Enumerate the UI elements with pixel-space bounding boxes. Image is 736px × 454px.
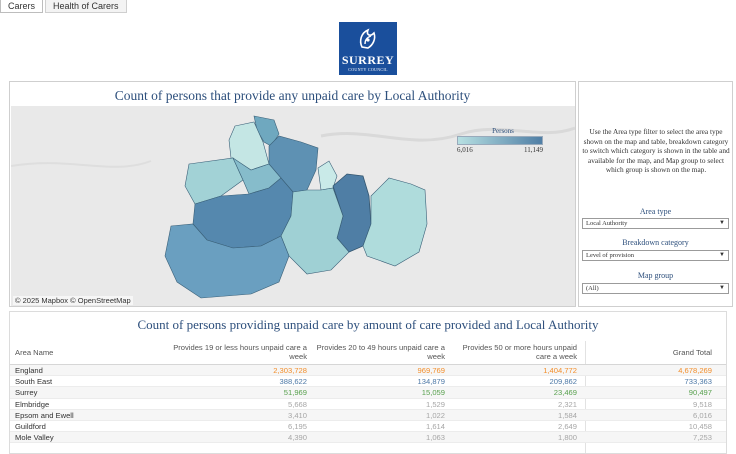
cell-value-c2: 1,614	[425, 421, 445, 431]
breakdown-category-value: Level of provision	[586, 252, 635, 259]
area-type-label: Area type	[639, 207, 672, 216]
table-row[interactable]: Elmbridge 5,668 1,529 2,321 9,518	[10, 399, 726, 410]
cell-value-c2: 1,063	[425, 433, 445, 443]
cell-value-c3: 209,862	[549, 377, 577, 387]
table-body: England 2,303,728 969,769 1,404,772 4,678,26…	[10, 365, 726, 444]
cell-value-c4: 10,458	[688, 421, 712, 431]
chevron-down-icon: ▼	[719, 285, 725, 291]
cell-value-c1: 3,410	[287, 410, 307, 420]
cell-value-c1: 4,390	[287, 433, 307, 443]
filter-panel: Use the Area type filter to select the a…	[578, 81, 733, 307]
header-20-to-49[interactable]: Provides 20 to 49 hours unpaid care a we…	[316, 343, 445, 361]
legend-title: Persons	[492, 127, 514, 135]
cell-area-name: England	[15, 366, 43, 375]
cell-value-c1: 51,969	[283, 388, 307, 398]
cell-area-name: Surrey	[15, 388, 38, 398]
surrey-crest-icon	[359, 28, 376, 49]
cell-value-c3: 1,584	[557, 410, 577, 420]
table-header: Area Name Provides 19 or less hours unpa…	[10, 341, 726, 365]
table-row[interactable]: Epsom and Ewell 3,410 1,022 1,584 6,016	[10, 409, 726, 421]
cell-area-name: Guildford	[15, 421, 46, 431]
header-area-name[interactable]: Area Name	[15, 348, 54, 357]
legend-color-scale	[457, 136, 543, 145]
tab-health-of-carers[interactable]: Health of Carers	[45, 0, 127, 13]
cell-value-c4: 733,363	[684, 377, 712, 387]
table-row[interactable]: South East 388,622 134,879 209,862 733,363	[10, 376, 726, 388]
cell-area-name: Epsom and Ewell	[15, 410, 74, 420]
map-legend: Persons 6,016 11,149	[457, 127, 543, 154]
cell-value-c3: 1,404,772	[543, 366, 577, 375]
dashboard-tabs: Carers Health of Carers	[0, 0, 127, 13]
map-svg	[11, 115, 575, 299]
cell-value-c1: 6,195	[287, 421, 307, 431]
table-row[interactable]: England 2,303,728 969,769 1,404,772 4,678,26…	[10, 365, 726, 377]
cell-value-c1: 2,303,728	[273, 366, 307, 375]
chevron-down-icon: ▼	[719, 252, 725, 258]
cell-value-c1: 388,622	[279, 377, 307, 387]
cell-value-c2: 1,022	[425, 410, 445, 420]
legend-max: 11,149	[524, 146, 543, 154]
logo-text-surrey: SURREY	[341, 53, 395, 67]
cell-value-c4: 7,253	[692, 433, 712, 443]
map-group-dropdown[interactable]: (All) ▼	[582, 283, 729, 294]
map-attribution[interactable]: © 2025 Mapbox © OpenStreetMap	[13, 296, 133, 305]
map-group-value: (All)	[586, 285, 599, 292]
table-row[interactable]: Guildford 6,195 1,614 2,649 10,458	[10, 421, 726, 433]
map-group-label: Map group	[637, 271, 674, 280]
chevron-down-icon: ▼	[719, 220, 725, 226]
cell-value-c3: 2,321	[557, 399, 577, 409]
map-panel: Count of persons that provide any unpaid…	[9, 81, 576, 307]
district-tandridge[interactable]	[362, 177, 428, 267]
table-title: Count of persons providing unpaid care b…	[137, 317, 599, 332]
header-50-or-more[interactable]: Provides 50 or more hours unpaid care a …	[462, 343, 577, 361]
tab-carers[interactable]: Carers	[0, 0, 44, 13]
cell-value-c4: 4,678,269	[678, 366, 712, 375]
cell-value-c1: 5,668	[287, 399, 307, 409]
cell-value-c3: 23,469	[553, 388, 577, 398]
district-epsom-and-ewell[interactable]	[317, 160, 338, 191]
cell-value-c4: 9,518	[692, 399, 712, 409]
breakdown-category-label: Breakdown category	[622, 238, 689, 247]
area-type-dropdown[interactable]: Local Authority ▼	[582, 218, 729, 229]
district-waverley[interactable]	[164, 223, 290, 299]
cell-value-c2: 134,879	[417, 377, 445, 387]
cell-value-c2: 1,529	[425, 399, 445, 409]
cell-value-c4: 6,016	[692, 410, 712, 420]
cell-area-name: South East	[15, 377, 53, 387]
cell-value-c3: 1,800	[557, 433, 577, 443]
choropleth-map[interactable]: Persons 6,016 11,149 © 2025 Mapbox © Ope…	[11, 106, 575, 306]
cell-value-c2: 969,769	[417, 366, 445, 375]
surrey-county-council-logo: SURREY COUNTY COUNCIL	[339, 22, 397, 75]
legend-min: 6,016	[457, 146, 473, 154]
area-type-value: Local Authority	[586, 220, 628, 227]
header-19-or-less[interactable]: Provides 19 or less hours unpaid care a …	[173, 343, 307, 361]
cell-area-name: Elmbridge	[15, 399, 50, 409]
breakdown-category-dropdown[interactable]: Level of provision ▼	[582, 250, 729, 261]
filter-instructions: Use the Area type filter to select the a…	[582, 127, 730, 174]
map-title: Count of persons that provide any unpaid…	[114, 88, 471, 103]
cell-value-c3: 2,649	[557, 421, 577, 431]
care-table-panel: Count of persons providing unpaid care b…	[9, 311, 727, 454]
cell-value-c4: 90,497	[688, 388, 712, 398]
cell-value-c2: 15,059	[421, 388, 445, 398]
logo-text-county-council: COUNTY COUNCIL	[348, 67, 388, 72]
header-grand-total[interactable]: Grand Total	[672, 348, 712, 357]
table-row[interactable]: Mole Valley 4,390 1,063 1,800 7,253	[10, 432, 726, 444]
cell-area-name: Mole Valley	[15, 433, 54, 443]
table-row[interactable]: Surrey 51,969 15,059 23,469 90,497	[10, 387, 726, 399]
